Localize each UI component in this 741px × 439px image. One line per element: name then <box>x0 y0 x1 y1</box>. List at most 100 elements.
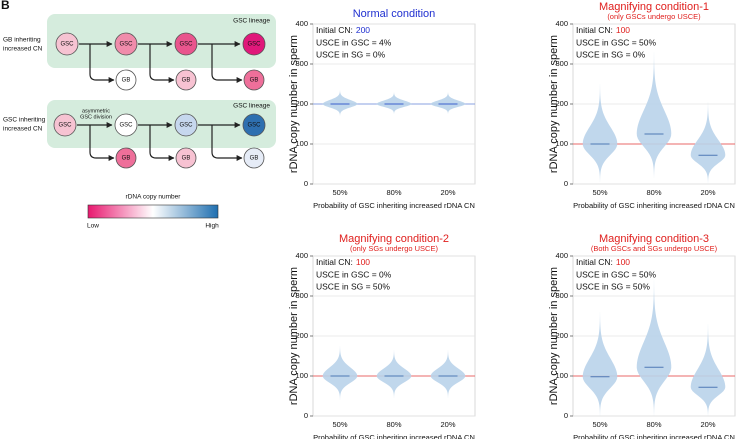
chart: Magnifying condition-3(Both GSCs and SGs… <box>548 233 736 439</box>
row-label: GSC inheriting <box>3 117 46 124</box>
x-tick-label: 80% <box>646 420 661 429</box>
diagram-row: GSC lineage GSC inheriting increased CN … <box>3 100 276 169</box>
gsc-cell <box>114 113 138 137</box>
chart-title: Magnifying condition-1 <box>599 1 709 13</box>
lineage-box <box>47 14 276 68</box>
x-tick-label: 50% <box>332 188 347 197</box>
division-label: asymmetric <box>82 108 110 114</box>
violin-body <box>636 280 672 416</box>
gb-cell <box>175 69 197 91</box>
violin-body <box>582 312 618 416</box>
y-axis-label: rDNA copy number in sperm <box>548 267 560 405</box>
annotation: USCE in GSC = 0% <box>316 269 392 279</box>
violin-body <box>582 84 618 182</box>
annotation-value: 100 <box>616 25 630 35</box>
cell-label: GB <box>250 156 259 162</box>
y-tick-label: 100 <box>555 139 568 148</box>
cell-label: GSC <box>179 42 193 48</box>
y-tick-label: 100 <box>295 371 308 380</box>
gradient-bar <box>87 204 219 219</box>
annotation-value: 200 <box>356 25 370 35</box>
annotation: Initial CN: 200 <box>316 25 370 35</box>
x-tick-label: 80% <box>646 188 661 197</box>
gb-cell <box>243 147 265 169</box>
y-tick-label: 0 <box>564 411 568 420</box>
gb-cell <box>243 69 265 91</box>
y-tick-label: 100 <box>555 371 568 380</box>
annotation-label: Initial CN: <box>316 25 353 35</box>
y-tick-label: 400 <box>555 19 568 28</box>
cell-label: GSC <box>247 123 261 129</box>
y-tick-label: 400 <box>295 19 308 28</box>
y-tick-label: 200 <box>555 99 568 108</box>
row-label: GB inheriting <box>3 37 41 44</box>
y-axis-label: rDNA copy number in sperm <box>288 35 300 173</box>
gsc-cell <box>242 32 266 56</box>
arrow <box>211 44 243 83</box>
x-tick-label: 20% <box>700 188 715 197</box>
cell-label: GB <box>250 78 259 84</box>
gsc-cell <box>174 113 198 137</box>
y-tick-label: 100 <box>295 139 308 148</box>
gsc-cell <box>55 32 79 56</box>
arrow <box>89 44 115 83</box>
y-tick-label: 0 <box>304 411 308 420</box>
y-axis-label: rDNA copy number in sperm <box>288 267 300 405</box>
cell-label: GB <box>122 156 131 162</box>
y-tick-label: 200 <box>295 99 308 108</box>
cell-label: GSC <box>247 42 261 48</box>
gsc-cell <box>174 32 198 56</box>
violin-body <box>376 92 412 114</box>
annotation: Initial CN: 100 <box>576 25 630 35</box>
y-tick-label: 300 <box>295 59 308 68</box>
chart-subtitle: (only SGs undergo USCE) <box>350 244 438 253</box>
arrow <box>149 44 175 83</box>
chart-subtitle: (Both GSCs and SGs undergo USCE) <box>591 244 718 253</box>
cell-label: GSC <box>58 123 72 129</box>
cell-label: GB <box>182 156 191 162</box>
y-tick-label: 300 <box>295 291 308 300</box>
annotation: USCE in SG = 0% <box>316 49 386 59</box>
y-tick-label: 200 <box>295 331 308 340</box>
annotation: USCE in GSC = 50% <box>576 269 657 279</box>
cell-label: GB <box>122 78 131 84</box>
x-tick-label: 50% <box>332 420 347 429</box>
x-tick-label: 80% <box>386 188 401 197</box>
cell-label: GSC <box>179 123 193 129</box>
legend-title: rDNA copy number <box>126 194 182 201</box>
violin-body <box>690 324 726 416</box>
x-tick-label: 20% <box>440 420 455 429</box>
gsc-cell <box>114 32 138 56</box>
violin-body <box>322 90 358 116</box>
division-label: GSC division <box>80 114 112 120</box>
arrow <box>89 125 115 161</box>
chart: Normal condition 0 100 200 300 400 50% 80% 20% In… <box>288 8 476 210</box>
x-axis-label: Probability of GSC inheriting increased … <box>313 433 475 439</box>
x-axis-label: Probability of GSC inheriting increased … <box>313 201 475 210</box>
row-label: increased CN <box>3 46 43 53</box>
lineage-label: GSC lineage <box>233 103 270 110</box>
annotation-label: Initial CN: <box>576 25 613 35</box>
legend-low: Low <box>87 223 99 230</box>
cell-label: GB <box>182 78 191 84</box>
diagram-row: GSC lineage GB inheriting increased CN G… <box>3 14 276 91</box>
lineage-label: GSC lineage <box>233 18 270 25</box>
row-label: increased CN <box>3 126 43 133</box>
annotation: Initial CN: 100 <box>576 257 630 267</box>
gsc-cell <box>53 113 77 137</box>
violin-body <box>430 92 466 114</box>
annotation: USCE in GSC = 50% <box>576 37 657 47</box>
gb-cell <box>115 69 137 91</box>
legend-high: High <box>205 223 219 230</box>
cell-label: GSC <box>119 42 133 48</box>
annotation: Initial CN: 100 <box>316 257 370 267</box>
chart: Magnifying condition-1(only GSCs undergo… <box>548 1 736 210</box>
color-legend: rDNA copy number Low High <box>87 194 219 230</box>
panel-label: B <box>1 0 10 12</box>
y-axis-label: rDNA copy number in sperm <box>548 35 560 173</box>
arrow <box>149 125 175 161</box>
x-tick-label: 50% <box>592 188 607 197</box>
x-tick-label: 80% <box>386 420 401 429</box>
annotation-label: Initial CN: <box>576 257 613 267</box>
